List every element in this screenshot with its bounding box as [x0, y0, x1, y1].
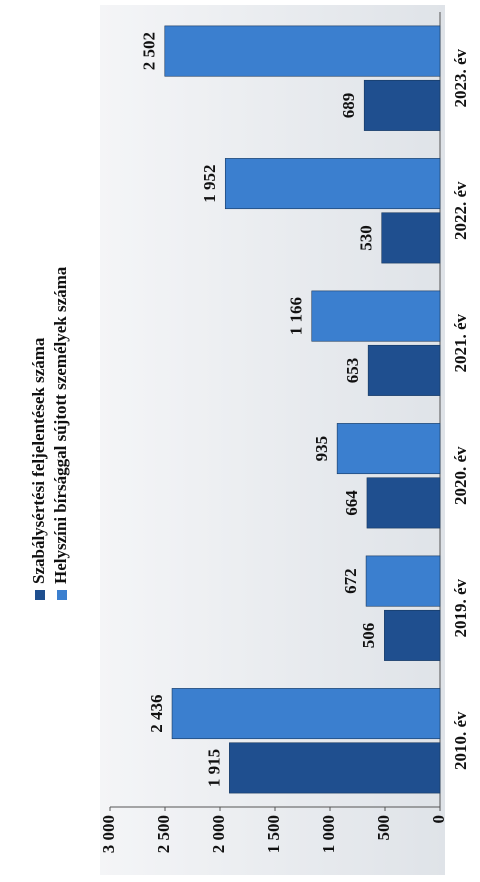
x-tick-label: 2022. év	[451, 181, 470, 240]
data-label: 689	[339, 93, 358, 119]
y-tick-label: 1 000	[319, 815, 338, 853]
data-label: 664	[342, 490, 361, 516]
legend-swatch	[57, 590, 67, 600]
data-label: 530	[357, 225, 376, 251]
bar	[229, 742, 441, 794]
bar	[164, 25, 441, 77]
bar	[381, 212, 441, 264]
y-tick-label: 1 500	[264, 815, 283, 853]
bar	[367, 344, 441, 396]
data-label: 506	[359, 623, 378, 649]
data-label: 2 436	[147, 694, 166, 732]
x-tick-label: 2023. év	[451, 48, 470, 107]
x-tick-label: 2010. év	[451, 711, 470, 770]
data-label: 672	[341, 568, 360, 594]
y-tick-label: 0	[429, 815, 448, 824]
legend-swatch	[35, 590, 45, 600]
x-tick-label: 2021. év	[451, 313, 470, 372]
rotated-chart: 0 500 1 000 1 500 2 000 2 500 3 000 2010. év 1 9…	[29, 12, 470, 853]
bar	[384, 609, 441, 661]
data-label: 1 915	[204, 749, 223, 787]
bar	[365, 555, 441, 607]
bar	[366, 477, 441, 529]
bar	[336, 423, 441, 475]
data-label: 653	[343, 358, 362, 384]
data-label: 1 952	[200, 164, 219, 202]
bar	[171, 688, 441, 740]
bar	[311, 290, 441, 342]
data-label: 935	[312, 436, 331, 462]
bar	[363, 79, 441, 131]
y-tick-label: 500	[374, 815, 393, 841]
y-tick-label: 2 500	[154, 815, 173, 853]
x-tick-label: 2019. év	[451, 578, 470, 637]
y-tick-label: 2 000	[209, 815, 228, 853]
data-label: 1 166	[287, 297, 306, 335]
data-label: 2 502	[140, 32, 159, 70]
y-tick-label: 3 000	[99, 815, 118, 853]
legend-label: Helyszíni bírsággal sújtott személyek sz…	[51, 266, 70, 584]
legend-label: Szabálysértési feljelentések száma	[29, 337, 48, 584]
bar	[224, 158, 441, 210]
x-tick-label: 2020. év	[451, 446, 470, 505]
